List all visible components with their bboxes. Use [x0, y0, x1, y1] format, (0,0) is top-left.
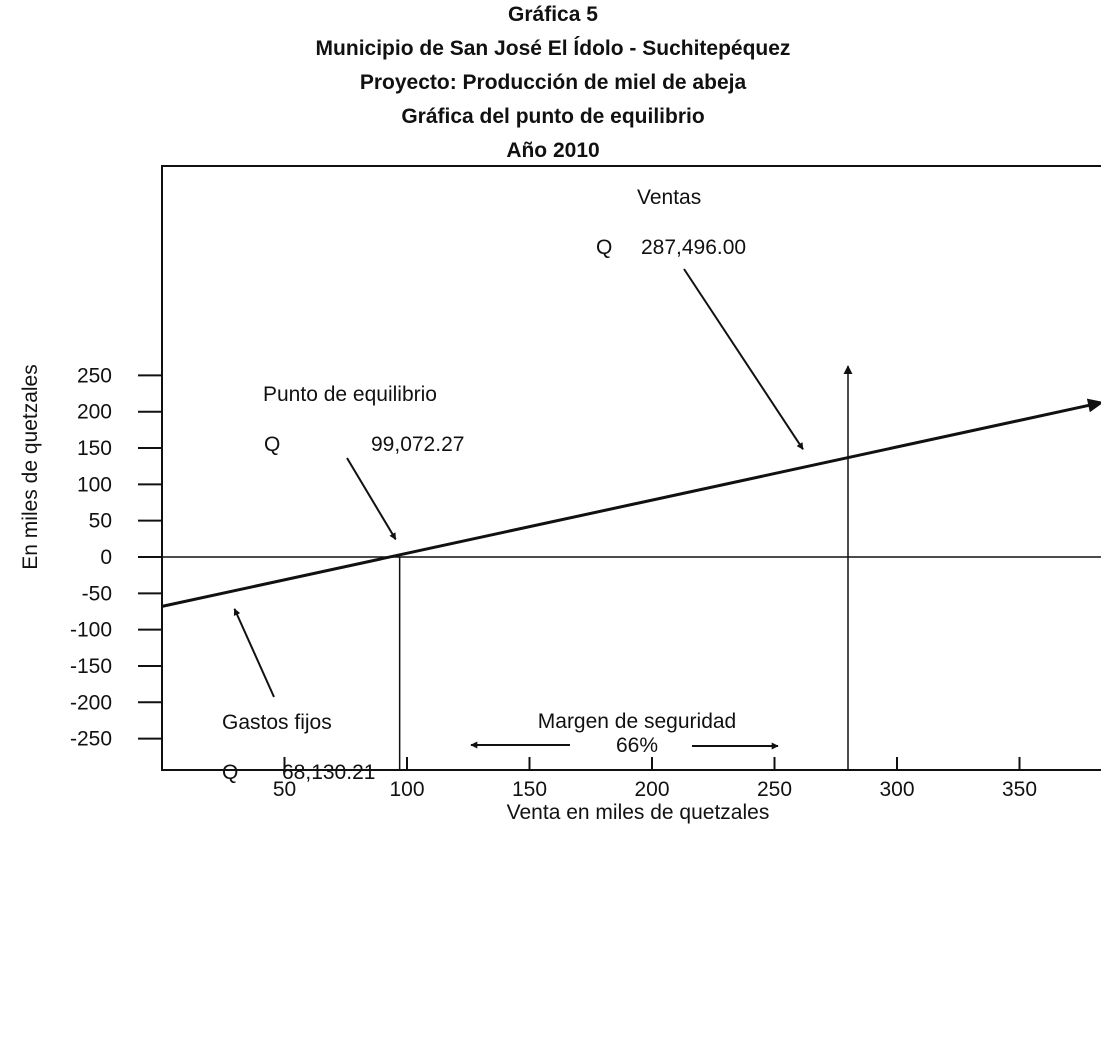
- ventas-currency: Q: [596, 236, 612, 259]
- annotation-punto-equilibrio: Punto de equilibrio Q 99,072.27: [263, 383, 464, 456]
- chart-title: Gráfica 5 Municipio de San José El Ídolo…: [316, 3, 791, 162]
- gastos-fijos-arrow: [233, 608, 275, 698]
- annotation-arrows: [233, 268, 804, 750]
- ventas-arrow: [683, 268, 804, 450]
- margen-seguridad-label: Margen de seguridad: [538, 710, 736, 733]
- punto-equilibrio-value: 99,072.27: [371, 433, 464, 456]
- ventas-value: 287,496.00: [641, 236, 746, 259]
- title-line-3: Proyecto: Producción de miel de abeja: [360, 71, 747, 94]
- gastos-fijos-label: Gastos fijos: [222, 711, 332, 734]
- sales-line: [161, 402, 1094, 608]
- y-tick-label: 50: [89, 510, 112, 533]
- ventas-label: Ventas: [637, 186, 701, 209]
- y-tick-label: -200: [70, 691, 112, 714]
- sales-line-series: [161, 398, 1101, 608]
- plot-frame: [161, 165, 1101, 771]
- y-tick-label: 150: [77, 437, 112, 460]
- x-tick-label: 350: [1002, 778, 1037, 801]
- gastos-fijos-currency: Q: [222, 761, 238, 784]
- title-line-1: Gráfica 5: [508, 3, 598, 26]
- y-tick-label: 200: [77, 401, 112, 424]
- x-tick-label: 150: [512, 778, 547, 801]
- punto-equilibrio-label: Punto de equilibrio: [263, 383, 437, 406]
- annotation-margen-seguridad: Margen de seguridad 66%: [538, 710, 736, 757]
- y-axis-label: En miles de quetzales: [19, 364, 42, 569]
- gastos-fijos-value: 68,130.21: [282, 761, 375, 784]
- punto-equilibrio-currency: Q: [264, 433, 280, 456]
- y-axis-ticks: 250 200 150 100 50 0 -50 -100 -150 -200 -250: [70, 364, 162, 751]
- reference-lines: [162, 365, 1101, 770]
- margen-seguridad-value: 66%: [616, 734, 658, 757]
- title-line-5: Año 2010: [506, 139, 599, 162]
- x-axis-label: Venta en miles de quetzales: [507, 801, 770, 824]
- y-tick-label: 0: [100, 546, 112, 569]
- x-tick-label: 250: [757, 778, 792, 801]
- punto-equilibrio-arrow: [346, 457, 397, 540]
- annotation-ventas: Ventas Q 287,496.00: [596, 186, 746, 259]
- sales-line-arrowhead: [1086, 398, 1101, 413]
- title-line-2: Municipio de San José El Ídolo - Suchite…: [316, 37, 791, 60]
- y-tick-label: -50: [82, 582, 112, 605]
- x-tick-label: 300: [879, 778, 914, 801]
- x-tick-label: 100: [389, 778, 424, 801]
- title-line-4: Gráfica del punto de equilibrio: [401, 105, 704, 128]
- x-tick-label: 50: [273, 778, 296, 801]
- x-tick-label: 200: [634, 778, 669, 801]
- y-tick-label: 250: [77, 364, 112, 387]
- annotation-gastos-fijos: Gastos fijos Q 68,130.21: [222, 711, 375, 784]
- y-tick-label: -250: [70, 728, 112, 751]
- y-tick-label: -150: [70, 655, 112, 678]
- x-axis-ticks: 50 100 150 200 250 300 350: [273, 757, 1037, 801]
- y-tick-label: 100: [77, 473, 112, 496]
- y-tick-label: -100: [70, 619, 112, 642]
